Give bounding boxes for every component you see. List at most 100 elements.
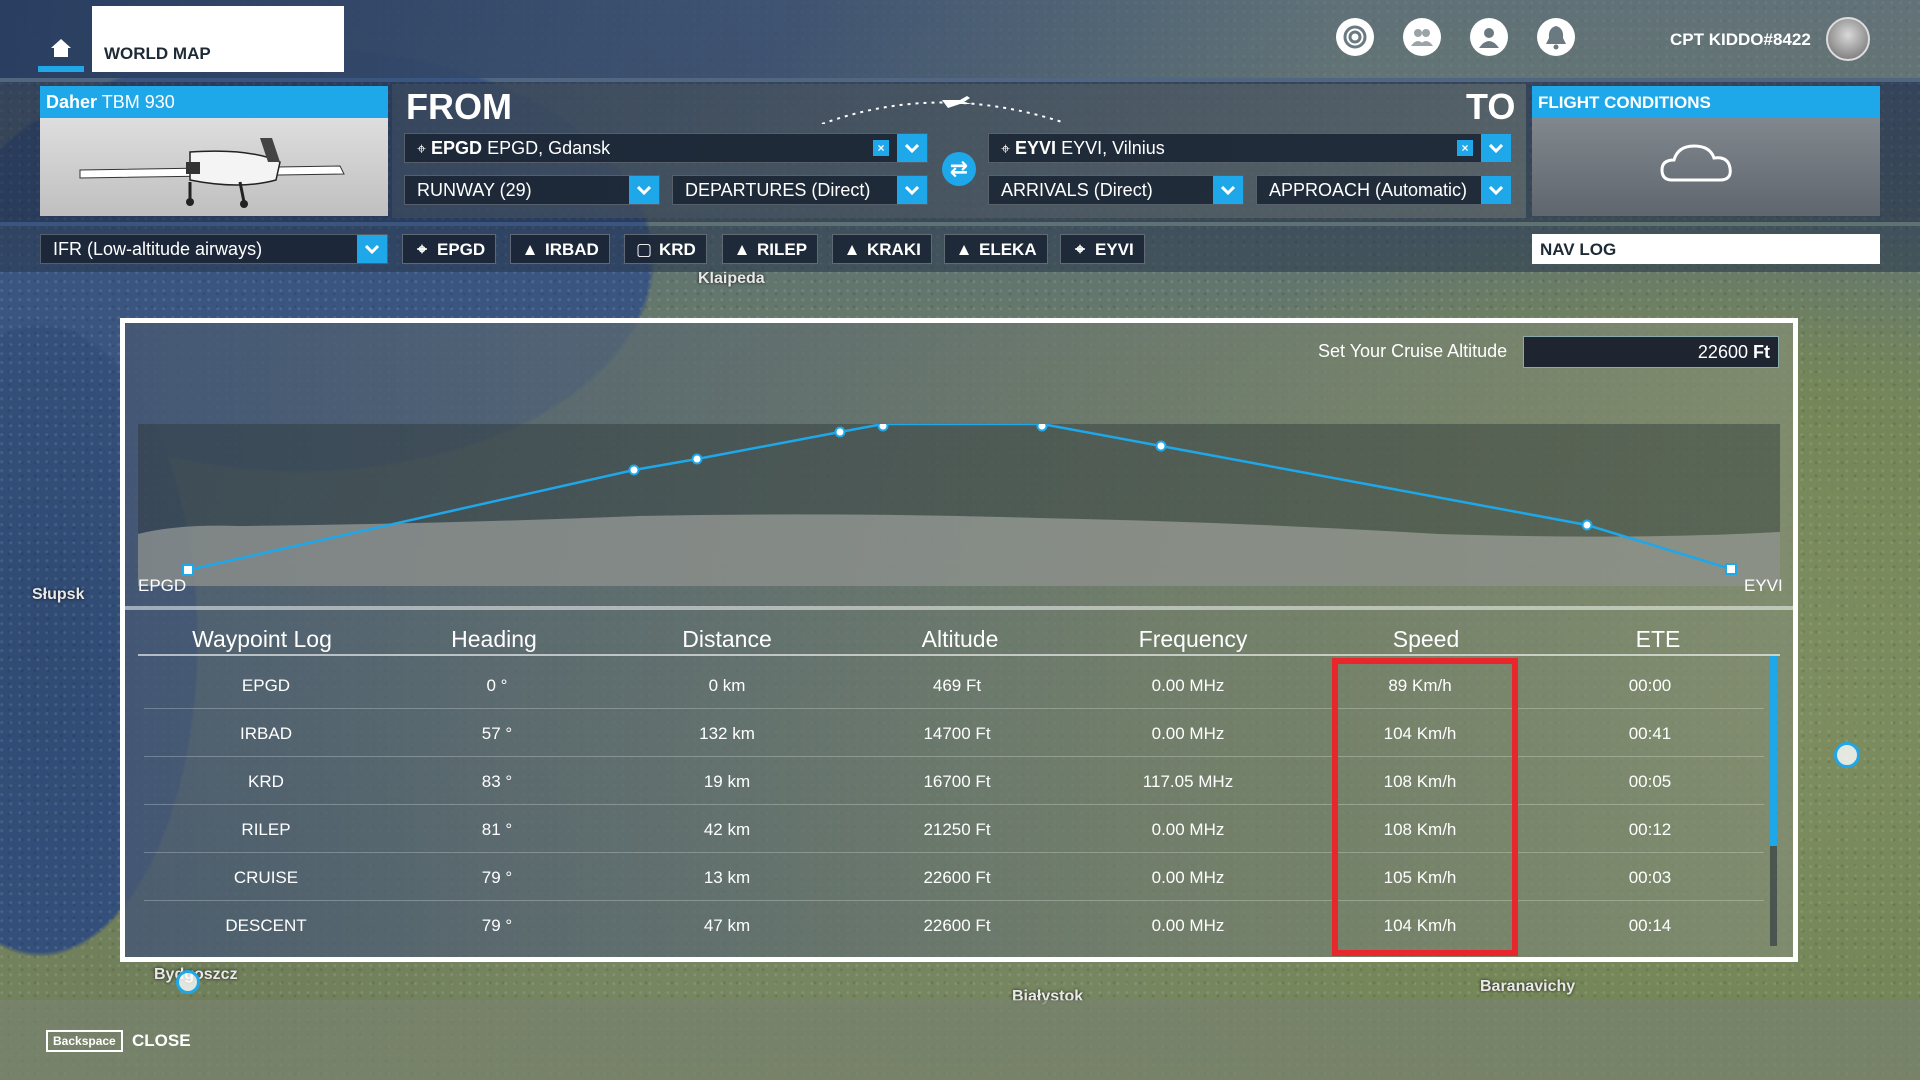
clear-icon[interactable]: × [873,140,889,156]
swap-icon: ⇄ [949,156,969,181]
table-row[interactable]: KRD 83 ° 19 km 16700 Ft 117.05 MHz 108 K… [144,758,1764,805]
waypoint-name: EYVI [1095,240,1134,259]
nav-log-tab[interactable]: NAV LOG [1532,234,1880,264]
flight-type-select[interactable]: IFR (Low-altitude airways) [40,234,388,264]
airport-icon: ⌖ [417,141,427,158]
route-waypoint-eleka[interactable]: ▲ ELEKA [944,234,1048,264]
route-waypoint-epgd[interactable]: ⌖ EPGD [402,234,497,264]
departure-airport-field[interactable]: ⌖ EPGD EPGD, Gdansk × [404,133,928,163]
column-header-ete[interactable]: ETE [1635,626,1681,652]
departures-value: DEPARTURES (Direct) [685,180,871,200]
route-waypoint-irbad[interactable]: ▲ IRBAD [510,234,610,264]
runway-select[interactable]: RUNWAY (29) [404,175,660,205]
cell-speed: 105 Km/h [1383,868,1457,887]
scrollbar-thumb[interactable] [1770,656,1777,846]
flight-conditions-title: FLIGHT CONDITIONS [1532,86,1880,118]
cruise-altitude-input[interactable]: 22600 Ft [1523,336,1779,368]
swap-airports-button[interactable]: ⇄ [942,152,976,186]
speed-column-highlight [1332,658,1518,956]
flight-path-line [187,424,1732,572]
column-header-distance[interactable]: Distance [682,626,772,652]
table-row[interactable]: RILEP 81 ° 42 km 21250 Ft 0.00 MHz 108 K… [144,806,1764,853]
clear-icon[interactable]: × [1457,140,1473,156]
profile-point-end[interactable] [1725,563,1737,575]
aircraft-card[interactable]: Daher TBM 930 [40,86,388,216]
table-row[interactable]: CRUISE 79 ° 13 km 22600 Ft 0.00 MHz 105 … [144,854,1764,901]
column-header-speed[interactable]: Speed [1392,626,1460,652]
table-row[interactable]: IRBAD 57 ° 132 km 14700 Ft 0.00 MHz 104 … [144,710,1764,757]
cell-altitude: 21250 Ft [923,820,991,839]
cell-heading: 83 ° [481,772,513,791]
notifications-button[interactable] [1537,18,1575,56]
cell-ete: 00:41 [1628,724,1672,743]
table-row[interactable]: EPGD 0 ° 0 km 469 Ft 0.00 MHz 89 Km/h 00… [144,662,1764,709]
profile-point-start[interactable] [182,564,194,576]
waypoint-name: ELEKA [979,240,1037,259]
profile-end-label: EYVI [1744,576,1783,595]
chevron-down-icon[interactable] [897,134,927,162]
route-waypoint-krd[interactable]: ▢ KRD [624,234,707,264]
chevron-down-icon[interactable] [897,176,927,204]
column-header-heading[interactable]: Heading [451,626,537,652]
cruise-altitude-value: 22600 [1697,342,1748,362]
backspace-key-hint: Backspace [46,1030,123,1052]
profile-point[interactable] [628,464,640,476]
profile-point[interactable] [1581,519,1593,531]
vor-icon: ▢ [635,240,653,259]
approach-select[interactable]: APPROACH (Automatic) [1256,175,1512,205]
cell-distance: 13 km [703,868,751,887]
intersection-icon: ▲ [955,240,973,259]
cell-altitude: 469 Ft [932,676,982,695]
username[interactable]: CPT KIDDO#8422 [1670,30,1811,49]
profile-point[interactable] [691,453,703,465]
profile-point[interactable] [834,426,846,438]
cell-altitude: 14700 Ft [923,724,991,743]
world-map-tab[interactable]: WORLD MAP [92,6,344,72]
profile-button[interactable] [1470,18,1508,56]
achievements-icon [1343,25,1367,49]
intersection-icon: ▲ [843,240,861,259]
departures-select[interactable]: DEPARTURES (Direct) [672,175,928,205]
cell-heading: 0 ° [486,676,508,695]
cell-speed: 104 Km/h [1383,724,1457,743]
profile-point[interactable] [1036,424,1048,432]
cell-distance: 132 km [699,724,755,743]
route-waypoint-rilep[interactable]: ▲ RILEP [722,234,819,264]
profile-point[interactable] [1155,440,1167,452]
arrivals-select[interactable]: ARRIVALS (Direct) [988,175,1244,205]
friends-icon [1411,29,1433,46]
column-header-altitude[interactable]: Altitude [921,626,999,652]
chevron-down-icon[interactable] [1213,176,1243,204]
cell-ete: 00:03 [1628,868,1672,887]
airport-icon: ⌖ [1075,240,1085,259]
cell-altitude: 22600 Ft [923,916,991,935]
table-row[interactable]: DESCENT 79 ° 47 km 22600 Ft 0.00 MHz 104… [144,902,1764,949]
route-waypoint-eyvi[interactable]: ⌖ EYVI [1060,234,1145,264]
map-waypoint-marker[interactable] [1834,742,1860,768]
route-waypoint-kraki[interactable]: ▲ KRAKI [832,234,932,264]
cell-distance: 47 km [703,916,751,935]
achievements-button[interactable] [1336,18,1374,56]
cell-frequency: 0.00 MHz [1151,868,1225,887]
map-waypoint-marker[interactable] [176,970,200,994]
close-button[interactable]: CLOSE [132,1031,191,1050]
friends-button[interactable] [1403,18,1441,56]
divider [124,606,1794,610]
chevron-down-icon[interactable] [1481,176,1511,204]
chevron-down-icon[interactable] [357,235,387,263]
chevron-down-icon[interactable] [1481,134,1511,162]
cell-heading: 81 ° [481,820,513,839]
chevron-down-icon[interactable] [629,176,659,204]
flight-conditions-card[interactable]: FLIGHT CONDITIONS [1532,86,1880,216]
aircraft-model: TBM 930 [101,92,175,112]
avatar[interactable] [1826,17,1870,61]
vertical-profile-chart[interactable] [138,424,1780,586]
from-label: FROM [406,86,512,127]
home-button[interactable] [38,30,84,72]
column-header-frequency[interactable]: Frequency [1138,626,1248,652]
arrival-airport-field[interactable]: ⌖ EYVI EYVI, Vilnius × [988,133,1512,163]
column-header-waypoint[interactable]: Waypoint Log [192,626,332,652]
cell-speed: 89 Km/h [1388,676,1452,695]
profile-point[interactable] [877,424,889,432]
cell-waypoint: RILEP [241,820,291,839]
